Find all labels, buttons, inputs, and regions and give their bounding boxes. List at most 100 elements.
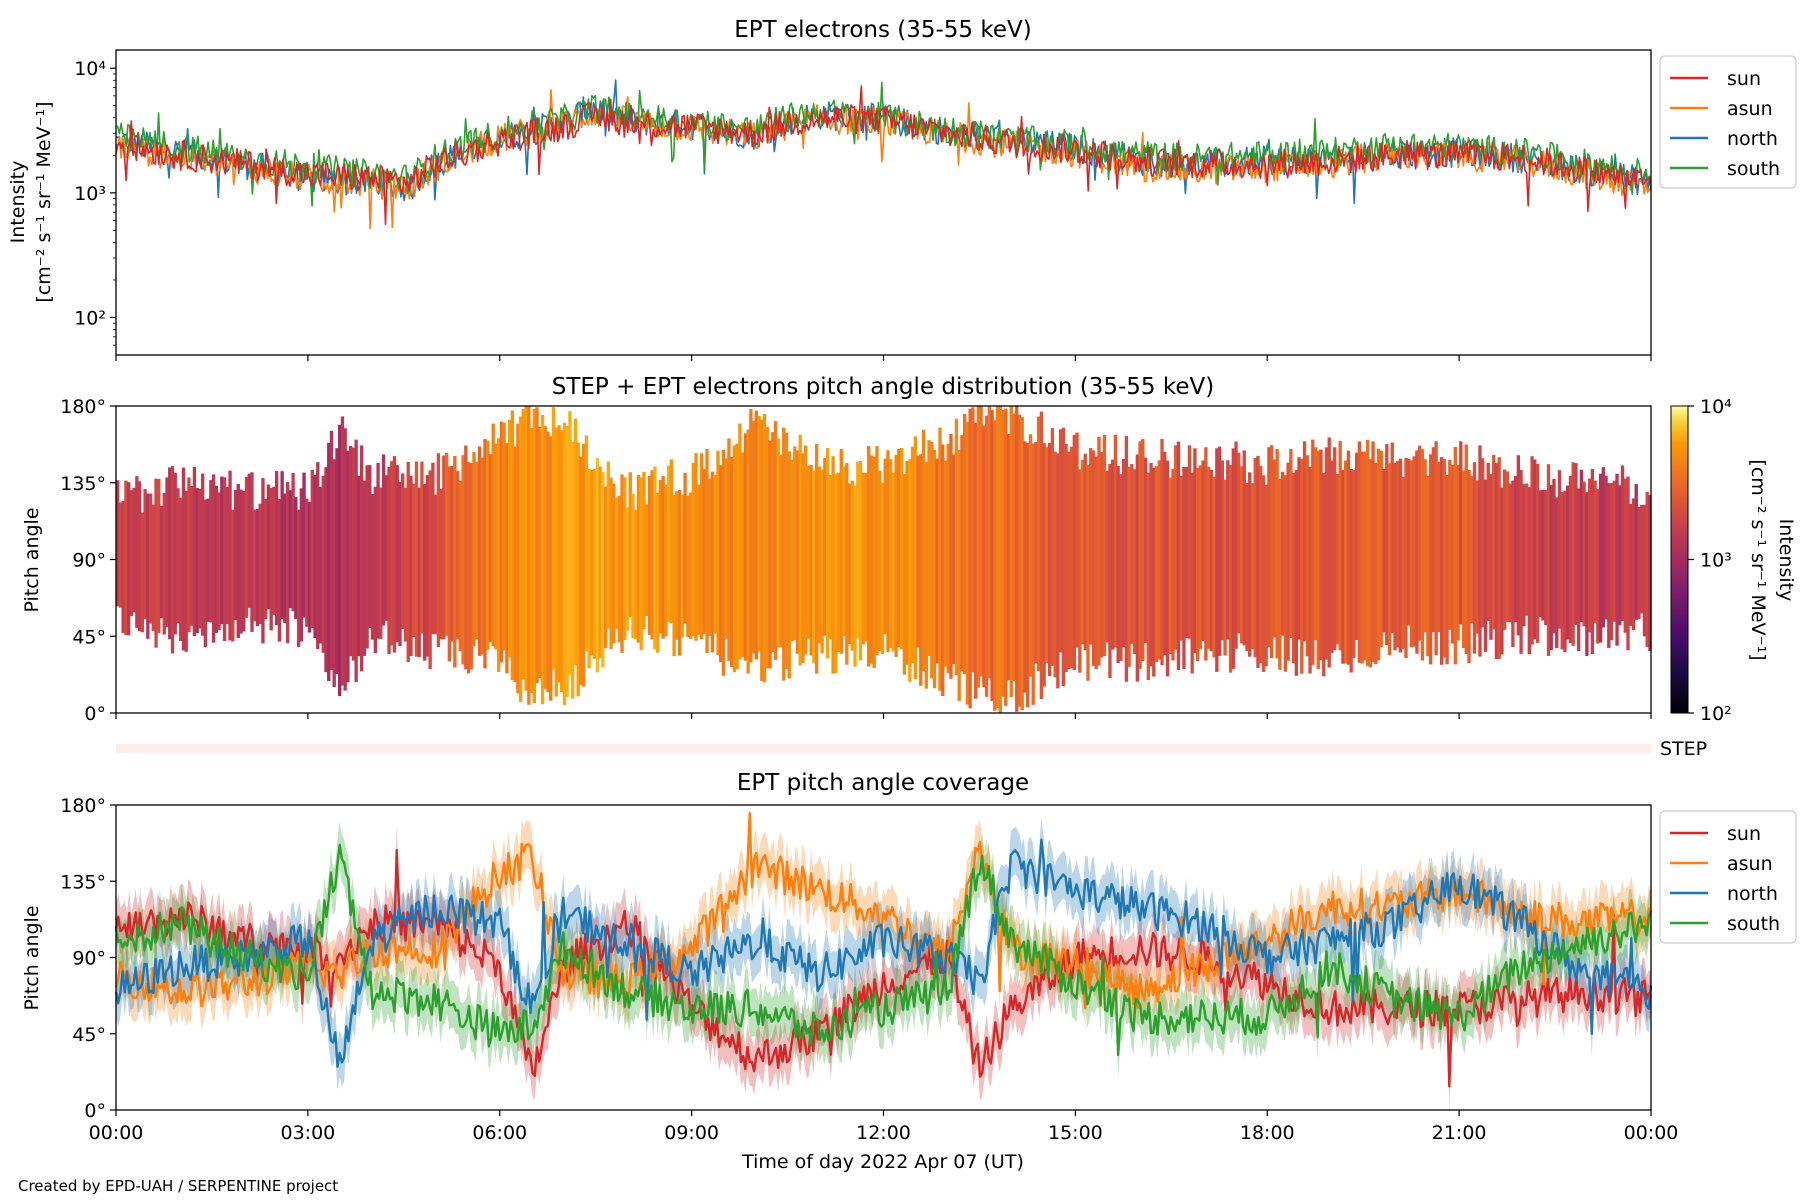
coverage-xtick-label: 21:00 (1432, 1122, 1487, 1144)
credit-footer: Created by EPD-UAH / SERPENTINE project (18, 1177, 338, 1195)
coverage-panel: EPT pitch angle coverage 0° 45° 90° 135° 180… (21, 770, 1797, 1173)
pad-cell (1297, 457, 1301, 640)
pad-cell (310, 470, 314, 629)
pad-cell (348, 446, 353, 657)
colorbar-ticks: 10² 10³ 10⁴ (1688, 396, 1732, 725)
pad-cell (995, 406, 1000, 708)
pad-cell (592, 468, 597, 659)
pad-cell (1100, 452, 1104, 658)
pad-cell (242, 490, 246, 632)
pad-cell (494, 443, 498, 650)
pad-cell (165, 477, 169, 627)
pad-cell (845, 463, 849, 665)
pad-cell (294, 497, 298, 619)
intensity-ytick-label: 10³ (74, 183, 106, 205)
pad-cell (1409, 460, 1414, 648)
pad-cell (793, 446, 797, 641)
pad-cell (946, 444, 950, 674)
pad-cell (677, 489, 682, 656)
coverage-legend-label-sun: sun (1727, 823, 1761, 845)
pad-cell (1420, 449, 1425, 661)
pad-cell (686, 495, 690, 637)
coverage-y-ticks: 0° 45° 90° 135° 180° (60, 795, 116, 1122)
pad-cell (738, 423, 742, 660)
pad-cell (398, 482, 402, 647)
pad-cell (984, 415, 989, 697)
pad-cell (1215, 448, 1219, 672)
pad-cell (318, 487, 323, 644)
pad-cell (118, 502, 123, 608)
pad-cell (1001, 410, 1005, 697)
pad-cell (335, 448, 339, 674)
pad-cell (1237, 452, 1241, 634)
pad-cell (1182, 466, 1186, 670)
pad-cell (880, 482, 885, 654)
pad-cell (549, 436, 553, 701)
pad-cell (1566, 485, 1570, 640)
intensity-legend-box (1659, 55, 1797, 189)
pad-cell (924, 461, 928, 689)
pad-cell (247, 473, 251, 608)
pad-cell (285, 482, 290, 644)
pad-cell (1141, 439, 1145, 662)
pad-cell (181, 467, 186, 651)
pad-cell (1412, 456, 1416, 647)
step-strip: STEP (116, 738, 1707, 760)
pad-cell (124, 480, 128, 636)
pad-cell (1067, 451, 1071, 670)
pad-y-ticks: 0° 45° 90° 135° 180° (60, 396, 116, 725)
pad-cell (642, 471, 646, 630)
pad-cell (688, 492, 693, 639)
pad-cell (1385, 444, 1389, 645)
pad-cell (354, 439, 358, 683)
pad-cell (869, 455, 874, 664)
pad-cell (1349, 468, 1353, 673)
pad-cell (1344, 460, 1348, 664)
pad-cell (209, 480, 213, 623)
pad-cell (195, 488, 199, 633)
pad-cell (962, 414, 967, 674)
pad-cell (244, 476, 249, 618)
pad-cell (1086, 465, 1090, 681)
pad-cell (1132, 469, 1137, 655)
pad-cell (1620, 465, 1625, 622)
pad-cell (307, 502, 312, 633)
pad-cell (1245, 483, 1249, 651)
coverage-xtick-label: 15:00 (1048, 1122, 1103, 1144)
pad-cell (814, 443, 819, 674)
pad-cell (1437, 461, 1441, 633)
pad-cell (513, 446, 517, 682)
coverage-x-ticks: 00:00 03:00 06:00 09:00 12:00 15:00 18:00 21:00… (89, 1110, 1678, 1144)
pad-cell (1015, 406, 1019, 712)
pad-cell (126, 482, 131, 636)
pad-cell (658, 480, 663, 634)
pad-cell (746, 429, 750, 674)
pad-cell (148, 493, 153, 624)
coverage-series-asun (114, 811, 1653, 1009)
pad-cell (883, 458, 887, 635)
pad-cell (645, 504, 649, 616)
pad-ytick-label: 180° (60, 396, 106, 418)
pad-cell (888, 459, 893, 648)
intensity-y-ticks: 10² 10³ 10⁴ (74, 58, 116, 346)
pad-cell (412, 483, 416, 638)
pad-cell (894, 454, 898, 658)
pad-cell (518, 416, 523, 702)
pad-cell (137, 481, 142, 632)
pad-cell (1497, 457, 1501, 659)
pad-cell (376, 462, 380, 639)
pad-cell (1492, 454, 1496, 630)
pad-cell (650, 470, 654, 640)
pad-cell (173, 472, 177, 635)
pad-x-ticks (115, 713, 1652, 719)
pad-cell (499, 421, 504, 663)
pad-cell (433, 494, 438, 635)
pad-cell (1431, 447, 1436, 633)
pad-cell (1338, 441, 1342, 651)
pad-cell (483, 439, 487, 669)
pad-cell (721, 449, 726, 676)
pad-cell (655, 492, 660, 653)
pad-cell (581, 443, 586, 687)
pad-cell (614, 497, 619, 630)
